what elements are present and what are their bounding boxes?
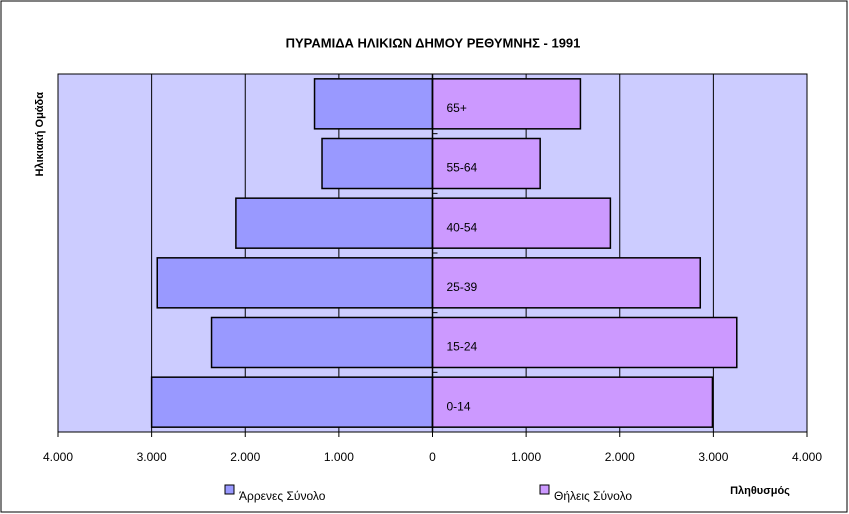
category-label: 0-14 [447, 399, 471, 413]
category-label: 40-54 [447, 220, 478, 234]
bar [321, 137, 434, 190]
x-tick-label: 2.000 [230, 450, 260, 464]
legend-swatch [539, 484, 550, 495]
bar [431, 257, 702, 309]
legend-swatch [224, 484, 235, 495]
bar [235, 197, 434, 249]
x-tick-label: 1.000 [511, 450, 541, 464]
x-tick-label: 0 [429, 450, 436, 464]
bar [431, 197, 612, 249]
bar [431, 78, 582, 130]
x-axis-label: Πληθυσμός [730, 485, 790, 497]
bar [431, 316, 738, 369]
legend-label: Άρρενες Σύνολο [239, 489, 326, 503]
bar [156, 257, 434, 309]
legend-label: Θήλεις Σύνολο [554, 489, 632, 503]
category-label: 25-39 [447, 280, 478, 294]
x-tick-label: 3.000 [137, 450, 167, 464]
x-tick-label: 1.000 [324, 450, 354, 464]
category-label: 65+ [447, 101, 467, 115]
bar [210, 316, 434, 369]
x-tick-label: 2.000 [605, 450, 635, 464]
x-tick-label: 4.000 [792, 450, 822, 464]
bar [313, 78, 434, 130]
x-tick-label: 3.000 [698, 450, 728, 464]
bar [431, 137, 541, 190]
x-tick-label: 4.000 [43, 450, 73, 464]
category-label: 55-64 [447, 161, 478, 175]
chart-title: ΠΥΡΑΜΙΔΑ ΗΛΙΚΙΩΝ ΔΗΜΟΥ ΡΕΘΥΜΝΗΣ - 1991 [286, 35, 581, 50]
category-label: 15-24 [447, 340, 478, 354]
y-axis-label: Ηλικιακή Ομάδα [34, 92, 46, 177]
bar [150, 376, 434, 428]
bar [431, 376, 714, 428]
